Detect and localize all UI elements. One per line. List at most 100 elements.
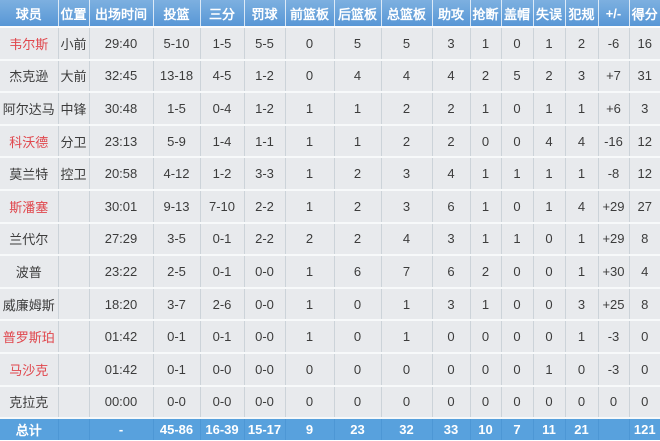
cell-turnovers: 1 [533, 92, 566, 126]
header-points: 得分 [629, 0, 660, 28]
cell-offensive-rebounds: 1 [285, 124, 335, 159]
header-blocks: 盖帽 [501, 0, 534, 28]
cell-blocks: 5 [501, 59, 534, 94]
cell-steals: 1 [470, 222, 502, 257]
cell-points: 8 [629, 222, 660, 257]
cell-turnovers: 1 [533, 189, 566, 224]
player-name-cell: 普罗斯珀 [0, 320, 59, 354]
cell-free-throws: 2-2 [244, 189, 286, 224]
cell-turnovers: 0 [533, 255, 566, 289]
cell-defensive-rebounds: 6 [334, 255, 382, 289]
cell-fouls: 0 [565, 352, 599, 387]
cell-total-rebounds: 3 [381, 157, 433, 191]
cell-plus-minus [598, 418, 630, 441]
cell-three-pointers: 7-10 [200, 189, 245, 224]
cell-defensive-rebounds: 0 [334, 320, 382, 354]
cell-turnovers: 11 [533, 418, 566, 441]
cell-free-throws: 3-3 [244, 157, 286, 191]
cell-plus-minus: 0 [598, 385, 630, 420]
cell-three-pointers: 0-1 [200, 320, 245, 354]
cell-offensive-rebounds: 1 [285, 320, 335, 354]
cell-steals: 1 [470, 157, 502, 191]
cell-field-goals: 0-1 [153, 320, 201, 354]
player-row: 兰代尔 27:29 3-5 0-1 2-2 2 2 4 3 1 1 0 1 +29 8 [0, 222, 660, 257]
cell-field-goals: 3-5 [153, 222, 201, 257]
cell-fouls: 2 [565, 27, 599, 61]
cell-turnovers: 4 [533, 124, 566, 159]
cell-position [58, 287, 90, 322]
cell-three-pointers: 16-39 [200, 418, 245, 441]
cell-points: 31 [629, 59, 660, 94]
cell-plus-minus: -16 [598, 124, 630, 159]
cell-three-pointers: 1-4 [200, 124, 245, 159]
cell-total-rebounds: 5 [381, 27, 433, 61]
cell-blocks: 0 [501, 320, 534, 354]
cell-three-pointers: 0-0 [200, 385, 245, 420]
cell-defensive-rebounds: 1 [334, 124, 382, 159]
cell-minutes: 18:20 [89, 287, 154, 322]
cell-defensive-rebounds: 0 [334, 287, 382, 322]
cell-minutes: 23:22 [89, 255, 154, 289]
cell-assists: 0 [432, 352, 471, 387]
cell-offensive-rebounds: 0 [285, 352, 335, 387]
cell-minutes: 29:40 [89, 27, 154, 61]
cell-steals: 10 [470, 418, 502, 441]
cell-position: 大前 [58, 59, 90, 94]
cell-points: 3 [629, 92, 660, 126]
cell-minutes: 01:42 [89, 352, 154, 387]
cell-position [58, 255, 90, 289]
cell-points: 12 [629, 124, 660, 159]
cell-position: 分卫 [58, 124, 90, 159]
table-body: 韦尔斯 小前 29:40 5-10 1-5 5-5 0 5 5 3 1 0 1 2 -6 16 杰克逊 大前 32:… [0, 27, 660, 441]
cell-offensive-rebounds: 9 [285, 418, 335, 441]
player-name-cell: 波普 [0, 255, 59, 289]
cell-steals: 1 [470, 287, 502, 322]
header-position: 位置 [58, 0, 90, 28]
cell-three-pointers: 1-2 [200, 157, 245, 191]
cell-blocks: 0 [501, 385, 534, 420]
cell-field-goals: 1-5 [153, 92, 201, 126]
cell-position: 中锋 [58, 92, 90, 126]
cell-position [58, 189, 90, 224]
cell-plus-minus: +6 [598, 92, 630, 126]
cell-points: 121 [629, 418, 660, 441]
header-defensive-rebounds: 后篮板 [334, 0, 382, 28]
cell-blocks: 0 [501, 287, 534, 322]
cell-blocks: 0 [501, 189, 534, 224]
cell-offensive-rebounds: 1 [285, 189, 335, 224]
cell-plus-minus: +29 [598, 189, 630, 224]
cell-minutes: 30:48 [89, 92, 154, 126]
header-total-rebounds: 总篮板 [381, 0, 433, 28]
cell-points: 4 [629, 255, 660, 289]
cell-offensive-rebounds: 1 [285, 157, 335, 191]
cell-fouls: 1 [565, 320, 599, 354]
player-row: 阿尔达马 中锋 30:48 1-5 0-4 1-2 1 1 2 2 1 0 1 1 +6 3 [0, 92, 660, 126]
cell-offensive-rebounds: 0 [285, 385, 335, 420]
cell-points: 12 [629, 157, 660, 191]
cell-offensive-rebounds: 1 [285, 92, 335, 126]
cell-blocks: 0 [501, 27, 534, 61]
cell-offensive-rebounds: 0 [285, 27, 335, 61]
cell-total-rebounds: 2 [381, 124, 433, 159]
cell-fouls: 4 [565, 189, 599, 224]
cell-blocks: 0 [501, 255, 534, 289]
player-row: 波普 23:22 2-5 0-1 0-0 1 6 7 6 2 0 0 1 +30 4 [0, 255, 660, 289]
cell-blocks: 0 [501, 92, 534, 126]
cell-three-pointers: 0-0 [200, 352, 245, 387]
cell-turnovers: 0 [533, 320, 566, 354]
cell-defensive-rebounds: 23 [334, 418, 382, 441]
player-name-cell: 斯潘塞 [0, 189, 59, 224]
header-plus-minus: +/- [598, 0, 630, 28]
cell-field-goals: 0-0 [153, 385, 201, 420]
cell-steals: 0 [470, 124, 502, 159]
cell-steals: 1 [470, 27, 502, 61]
cell-offensive-rebounds: 0 [285, 59, 335, 94]
cell-three-pointers: 4-5 [200, 59, 245, 94]
header-steals: 抢断 [470, 0, 502, 28]
cell-turnovers: 1 [533, 352, 566, 387]
cell-defensive-rebounds: 2 [334, 189, 382, 224]
header-offensive-rebounds: 前篮板 [285, 0, 335, 28]
header-minutes: 出场时间 [89, 0, 154, 28]
